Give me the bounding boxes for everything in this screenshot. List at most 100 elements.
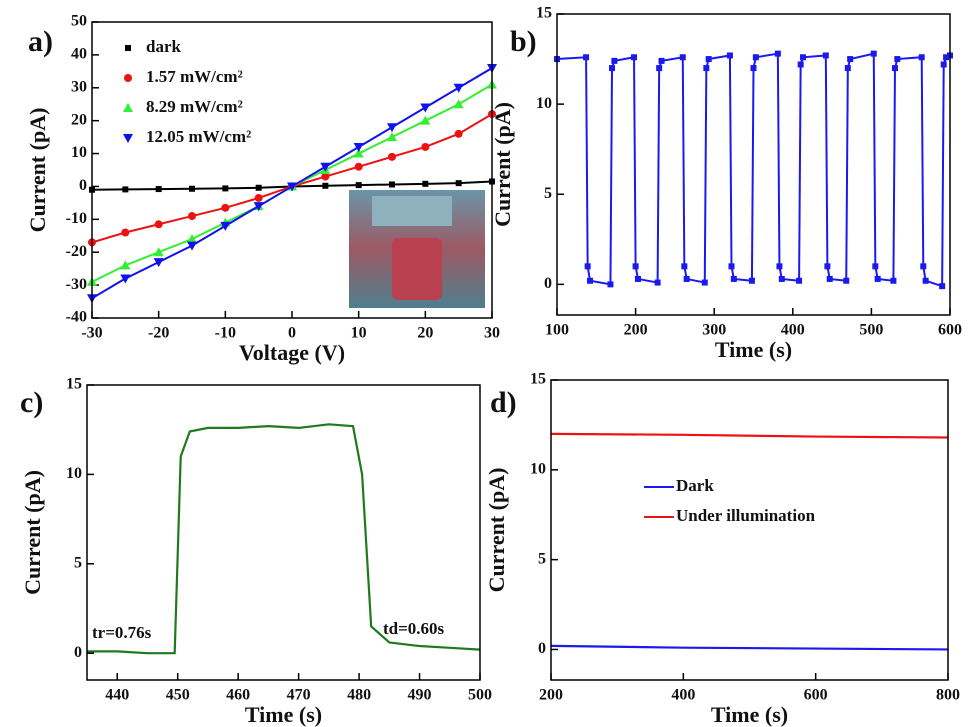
- data-point: [421, 142, 430, 151]
- data-point: [287, 182, 297, 192]
- data-point: [422, 180, 429, 187]
- data-point: [255, 184, 262, 191]
- data-point: [658, 57, 665, 64]
- x-tick-label: 600: [804, 687, 828, 704]
- panel-label: b): [510, 25, 537, 58]
- data-point: [752, 54, 759, 61]
- data-point: [918, 54, 925, 61]
- y-tick-label: -20: [66, 243, 87, 260]
- data-point: [389, 181, 395, 188]
- data-point: [632, 263, 639, 270]
- y-tick-label: 5: [544, 185, 552, 202]
- data-point: [387, 123, 397, 133]
- data-point: [222, 185, 229, 192]
- data-point: [453, 99, 464, 109]
- data-point: [253, 202, 264, 212]
- x-tick-label: 400: [671, 687, 695, 704]
- x-tick-label: 300: [702, 322, 726, 339]
- data-point: [321, 172, 330, 181]
- x-axis-label: Voltage (V): [239, 340, 345, 365]
- data-point: [703, 65, 710, 72]
- y-tick-label: 5: [74, 554, 82, 571]
- data-point: [943, 54, 950, 61]
- data-point: [320, 162, 331, 172]
- data-point: [155, 186, 162, 193]
- x-tick-label: 400: [781, 322, 805, 339]
- data-point: [748, 277, 755, 284]
- y-tick-label: 15: [536, 5, 552, 22]
- x-axis-label: Time (s): [245, 702, 322, 727]
- x-axis-label: Time (s): [715, 337, 792, 362]
- y-tick-label: 10: [536, 95, 552, 112]
- legend-marker: [124, 74, 132, 82]
- data-point: [922, 277, 929, 284]
- data-point: [774, 50, 781, 57]
- x-tick-label: 200: [624, 322, 648, 339]
- data-point: [844, 65, 851, 72]
- y-tick-label: 10: [66, 465, 82, 482]
- data-point: [587, 277, 594, 284]
- y-tick-label: 20: [71, 111, 87, 128]
- x-tick-label: 450: [166, 687, 190, 704]
- legend-marker: [123, 103, 133, 112]
- inset-photo: [349, 190, 485, 308]
- annotation: tr=0.76s: [92, 623, 152, 642]
- data-point: [388, 152, 396, 161]
- data-point: [387, 132, 397, 142]
- data-point: [776, 263, 783, 270]
- y-tick-label: 0: [79, 177, 87, 194]
- data-point: [797, 61, 804, 68]
- data-point: [583, 54, 590, 61]
- data-point: [940, 61, 947, 68]
- y-tick-label: 15: [530, 371, 546, 388]
- x-tick-label: 490: [408, 687, 432, 704]
- x-tick-label: 500: [468, 687, 492, 704]
- data-point: [681, 263, 688, 270]
- x-tick-label: 800: [936, 687, 960, 704]
- y-tick-label: 50: [71, 13, 87, 30]
- y-tick-label: 0: [74, 644, 82, 661]
- y-axis-label: Current (pA): [490, 102, 515, 227]
- data-point: [188, 212, 196, 221]
- data-point: [872, 263, 879, 270]
- x-axis-label: Time (s): [711, 702, 788, 727]
- data-point: [187, 234, 197, 244]
- plot-frame: [550, 379, 949, 681]
- data-point: [890, 277, 897, 284]
- data-point: [654, 279, 661, 286]
- x-tick-label: 30: [484, 325, 500, 342]
- series-line: [87, 423, 480, 655]
- data-point: [189, 185, 195, 192]
- legend-label: 1.57 mW/cm²: [146, 67, 243, 86]
- data-point: [353, 142, 364, 152]
- y-tick-label: 30: [71, 78, 87, 95]
- plot-frame: [556, 13, 951, 316]
- x-tick-label: 20: [417, 325, 433, 342]
- legend-marker: [125, 45, 131, 51]
- panel-label: a): [28, 25, 53, 58]
- data-point: [153, 247, 164, 257]
- y-tick-label: -40: [66, 309, 87, 326]
- data-point: [420, 115, 431, 125]
- y-tick-label: -30: [66, 276, 87, 293]
- data-point: [631, 54, 638, 61]
- data-point: [609, 65, 616, 72]
- x-tick-label: -30: [81, 325, 102, 342]
- data-point: [220, 221, 231, 231]
- data-point: [187, 241, 197, 251]
- y-tick-label: 15: [66, 376, 82, 393]
- x-tick-label: 480: [347, 687, 371, 704]
- y-axis-label: Current (pA): [484, 468, 509, 593]
- data-point: [824, 263, 831, 270]
- x-tick-label: 460: [226, 687, 250, 704]
- y-tick-label: 40: [71, 46, 87, 63]
- data-point: [454, 129, 463, 138]
- data-point: [634, 275, 641, 282]
- legend-label: Dark: [676, 476, 714, 495]
- x-tick-label: 100: [545, 322, 569, 339]
- data-point: [705, 56, 712, 63]
- data-point: [679, 54, 686, 61]
- data-point: [153, 258, 164, 268]
- data-point: [728, 263, 735, 270]
